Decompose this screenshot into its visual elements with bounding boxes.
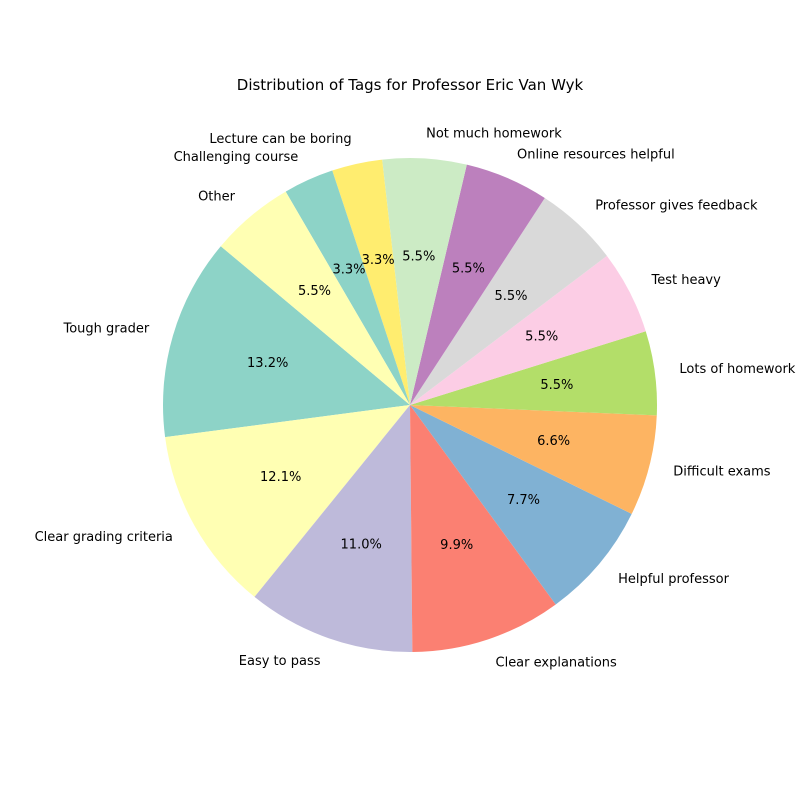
slice-label-9: Online resources helpful [517, 148, 675, 163]
chart-title: Distribution of Tags for Professor Eric … [237, 76, 584, 94]
pie-slice-10 [382, 157, 467, 405]
pie-slice-6 [410, 331, 658, 416]
slice-percent-13: 5.5% [298, 284, 331, 299]
slice-percent-3: 9.9% [440, 538, 473, 553]
slice-percent-4: 7.7% [507, 493, 540, 508]
pie-slice-4 [410, 405, 632, 605]
slice-label-8: Professor gives feedback [595, 199, 758, 214]
pie-labels: Tough grader 13.2% Clear grading criteria 1… [35, 126, 796, 670]
slice-label-2: Easy to pass [239, 654, 321, 669]
slice-label-11: Lecture can be boring [209, 132, 351, 147]
slice-percent-5: 6.6% [537, 434, 570, 449]
slice-percent-0: 13.2% [247, 356, 288, 371]
pie-slice-0 [163, 246, 410, 438]
pie-slice-1 [165, 405, 410, 597]
slice-percent-8: 5.5% [494, 289, 527, 304]
pie-slice-7 [410, 255, 646, 405]
slice-percent-6: 5.5% [540, 378, 573, 393]
pie-slice-8 [410, 198, 607, 405]
pie-slice-3 [410, 405, 556, 652]
pie-slices [163, 157, 658, 653]
slice-percent-9: 5.5% [452, 261, 485, 276]
pie-slice-2 [254, 405, 413, 653]
pie-slice-13 [220, 191, 410, 405]
slice-label-7: Test heavy [651, 273, 722, 288]
pie-slice-9 [410, 164, 545, 405]
slice-label-12: Challenging course [174, 150, 299, 165]
slice-percent-7: 5.5% [525, 330, 558, 345]
pie-slice-12 [285, 170, 410, 405]
slice-label-4: Helpful professor [618, 572, 730, 587]
pie-slice-11 [332, 159, 410, 405]
slice-label-3: Clear explanations [496, 655, 618, 670]
slice-label-5: Difficult exams [673, 465, 771, 480]
slice-label-6: Lots of homework [679, 362, 795, 377]
slice-percent-2: 11.0% [341, 537, 382, 552]
slice-percent-10: 5.5% [402, 250, 435, 265]
slice-label-13: Other [198, 190, 236, 205]
slice-percent-11: 3.3% [362, 253, 395, 268]
slice-percent-1: 12.1% [260, 470, 301, 485]
slice-label-10: Not much homework [426, 126, 562, 141]
slice-percent-12: 3.3% [332, 262, 365, 277]
slice-label-1: Clear grading criteria [35, 530, 173, 545]
slice-label-0: Tough grader [62, 321, 149, 336]
pie-slice-5 [410, 405, 657, 514]
